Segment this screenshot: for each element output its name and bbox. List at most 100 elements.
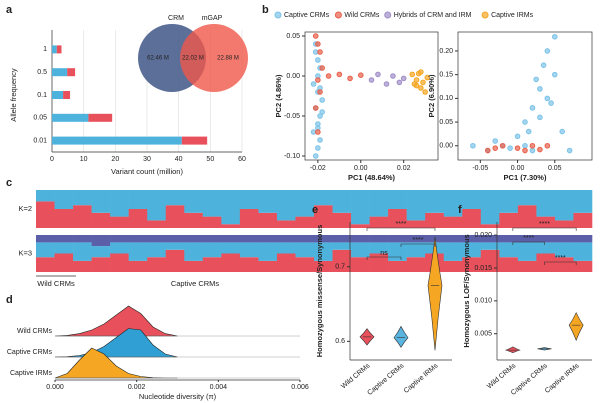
- ancestry-segment: [388, 235, 407, 243]
- ancestry-segment: [517, 242, 537, 261]
- x-tick-label: 0: [50, 156, 54, 163]
- ancestry-segment: [332, 249, 352, 272]
- ancestry-segment: [517, 205, 537, 228]
- ancestry-segment: [536, 242, 556, 254]
- point: [424, 74, 431, 81]
- ancestry-segment: [147, 242, 167, 258]
- set-label: CRM: [168, 15, 184, 22]
- ancestry-segment: [369, 216, 389, 228]
- point: [375, 71, 381, 78]
- point: [499, 142, 506, 149]
- violin: [568, 311, 584, 342]
- point: [317, 89, 323, 95]
- y-axis-label: Homozygous missense/Synonymous: [315, 225, 324, 358]
- ancestry-segment: [221, 190, 241, 225]
- ancestry-segment: [573, 212, 593, 228]
- sig-label: ****: [396, 221, 407, 228]
- y-axis-label: Allele frequency: [9, 68, 18, 122]
- ancestry-segment: [314, 190, 333, 206]
- ancestry-segment: [499, 257, 519, 272]
- ancestry-segment: [332, 212, 352, 228]
- point: [551, 71, 558, 78]
- bar-segment: [181, 136, 208, 145]
- ancestry-segment: [314, 235, 333, 243]
- bar-segment: [63, 91, 71, 99]
- ancestry-segment: [184, 242, 204, 261]
- ancestry-segment: [91, 257, 111, 272]
- ancestry-segment: [480, 224, 500, 228]
- ancestry-segment: [554, 257, 574, 272]
- x-tick-label: 0.00: [511, 165, 525, 172]
- ancestry-segment: [406, 220, 426, 228]
- x-axis-label: Nucleotide diversity (π): [139, 392, 217, 401]
- point: [396, 79, 403, 86]
- ancestry-segment: [351, 235, 370, 243]
- ancestry-segment: [536, 190, 556, 217]
- point: [548, 100, 554, 106]
- y-tick-label: 0.05: [33, 115, 47, 122]
- ancestry-segment: [36, 257, 55, 272]
- point: [492, 145, 499, 151]
- point: [312, 33, 319, 39]
- y-tick-label: 0.01: [33, 137, 47, 144]
- ancestry-segment: [314, 260, 333, 272]
- point: [529, 147, 536, 154]
- ancestry-segment: [239, 209, 259, 228]
- point: [537, 114, 543, 121]
- x-axis-label: PC1 (7.30%): [504, 173, 547, 182]
- sig-label: ****: [555, 255, 566, 262]
- legend-marker: [384, 11, 392, 19]
- ancestry-segment: [332, 235, 352, 243]
- violin: [393, 325, 409, 348]
- point: [533, 76, 539, 83]
- ancestry-segment: [110, 253, 129, 272]
- ancestry-segment: [239, 257, 259, 272]
- ancestry-segment: [54, 235, 74, 243]
- ancestry-segment: [91, 212, 111, 228]
- x-tick-label: 0.00: [354, 165, 368, 172]
- region-value: 62.46 M: [147, 56, 169, 62]
- point: [310, 81, 317, 87]
- region-value: 22.02 M: [182, 56, 204, 62]
- density: [54, 328, 178, 358]
- ancestry-segment: [73, 205, 92, 228]
- bar-segment: [52, 113, 89, 122]
- x-tick-label: Captive IRMs: [403, 362, 440, 395]
- ancestry-segment: [573, 235, 593, 243]
- panel-letter: b: [262, 4, 269, 16]
- x-tick-label: Wild CRMs: [340, 362, 372, 390]
- sig-bracket: [512, 241, 545, 245]
- ancestry-segment: [517, 260, 537, 272]
- ancestry-segment: [73, 242, 92, 261]
- point: [514, 133, 521, 140]
- density: [54, 305, 178, 337]
- ancestry-segment: [332, 242, 352, 250]
- point: [420, 79, 426, 86]
- ancestry-segment: [573, 260, 593, 272]
- ancestry-segment: [54, 209, 74, 228]
- point: [551, 33, 558, 40]
- point: [315, 41, 321, 47]
- ancestry-segment: [462, 257, 482, 272]
- y-axis-label: PC2 (4.86%): [274, 74, 283, 117]
- ancestry-segment: [462, 190, 482, 209]
- ancestry-segment: [54, 190, 74, 209]
- y-tick-label: -0.05: [284, 113, 300, 120]
- point: [484, 147, 491, 154]
- x-tick-label: 30: [143, 156, 151, 163]
- bar-segment: [52, 68, 68, 77]
- point: [529, 105, 536, 111]
- ancestry-segment: [128, 260, 148, 272]
- ancestry-segment: [517, 235, 537, 243]
- ancestry-segment: [128, 242, 148, 261]
- ancestry-segment: [443, 260, 463, 272]
- panel-letter: c: [6, 177, 12, 189]
- point: [319, 109, 325, 115]
- ancestry-segment: [536, 235, 556, 243]
- panel-letter: d: [6, 294, 13, 306]
- ancestry-segment: [573, 190, 593, 213]
- venn-circle: [180, 24, 248, 92]
- point: [418, 85, 424, 91]
- ancestry-segment: [388, 209, 407, 228]
